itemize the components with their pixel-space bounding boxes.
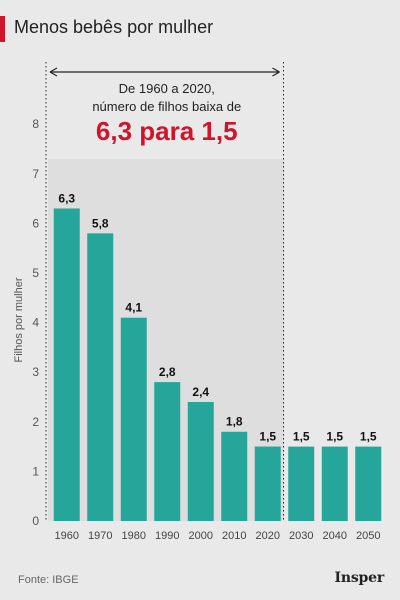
x-tick-label: 2040 [323, 530, 347, 542]
bar [53, 208, 80, 521]
annotation-highlight: 6,3 para 1,5 [96, 116, 238, 146]
bar-value-label: 5,8 [92, 216, 109, 230]
bar-value-label: 6,3 [58, 192, 75, 206]
bar-value-label: 2,4 [192, 385, 209, 399]
x-tick-label: 2050 [356, 530, 380, 542]
bar-value-label: 1,5 [293, 430, 310, 444]
bar [221, 431, 248, 521]
x-tick-label: 1960 [55, 530, 79, 542]
annotation-arrow-left-head [49, 67, 58, 77]
x-tick-label: 2010 [222, 530, 246, 542]
bar-value-label: 1,5 [259, 430, 276, 444]
y-tick-label: 0 [32, 514, 39, 528]
bar-value-label: 4,1 [125, 301, 142, 315]
x-tick-label: 2000 [189, 530, 213, 542]
x-tick-label: 1990 [155, 530, 179, 542]
chart-title: Menos bebês por mulher [14, 17, 214, 37]
bar [288, 446, 315, 521]
x-tick-label: 2030 [289, 530, 313, 542]
x-tick-label: 1980 [122, 530, 146, 542]
y-tick-label: 5 [32, 266, 39, 280]
y-tick-label: 1 [32, 464, 39, 478]
bar [120, 317, 147, 521]
annotation-line-2: número de filhos baixa de [92, 99, 241, 114]
bar-value-label: 1,8 [226, 415, 243, 429]
bar [321, 446, 348, 521]
y-tick-label: 6 [32, 216, 39, 230]
bar [154, 382, 181, 521]
bar-value-label: 2,8 [159, 365, 176, 379]
bar-value-label: 1,5 [360, 430, 377, 444]
annotation-line-1: De 1960 a 2020, [119, 81, 215, 96]
bar [187, 401, 214, 521]
y-tick-label: 7 [32, 167, 39, 181]
y-tick-label: 8 [32, 117, 39, 131]
y-axis-label: Filhos por mulher [13, 277, 25, 362]
bar [254, 446, 281, 521]
y-tick-label: 4 [32, 316, 39, 330]
x-tick-label: 1970 [88, 530, 112, 542]
x-tick-label: 2020 [256, 530, 280, 542]
annotation-arrow-right-head [272, 67, 280, 77]
bar [355, 446, 382, 521]
bar-value-label: 1,5 [326, 430, 343, 444]
y-tick-label: 2 [32, 415, 39, 429]
insper-logo: Insper [334, 570, 385, 586]
bar [87, 233, 114, 521]
y-tick-label: 3 [32, 365, 39, 379]
title-accent-bar [0, 16, 5, 42]
source-note: Fonte: IBGE [18, 574, 79, 586]
